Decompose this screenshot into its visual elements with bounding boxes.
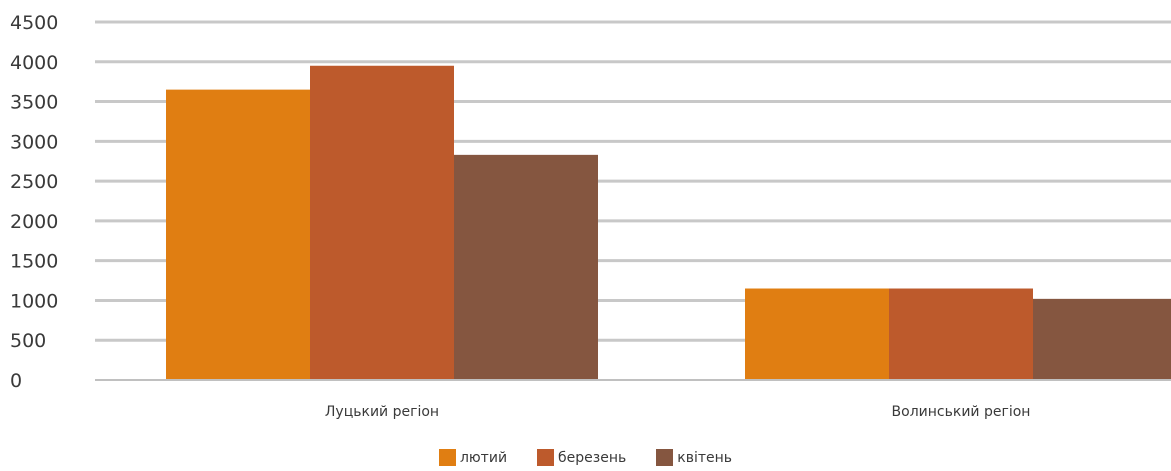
legend-swatch <box>438 449 456 466</box>
y-tick-label: 0 <box>10 370 22 392</box>
y-tick-label: 4500 <box>10 12 58 34</box>
bar <box>166 89 310 380</box>
x-category-label: Луцький регіон <box>325 404 439 420</box>
legend-item: квітень <box>656 449 732 466</box>
y-tick-label: 4000 <box>10 52 58 74</box>
legend-label: квітень <box>677 449 733 466</box>
y-tick-label: 3000 <box>10 131 58 153</box>
x-axis-categories: Луцький регіон Волинський регіон <box>325 404 1031 420</box>
bar-chart: 0 500 1000 1500 2000 2500 3000 3500 4000 4500 Луц… <box>10 12 1171 420</box>
bar <box>889 288 1033 380</box>
legend-label: березень <box>558 449 627 466</box>
bar <box>310 65 454 380</box>
y-tick-label: 500 <box>10 330 46 352</box>
bar <box>454 154 598 380</box>
legend: лютий березень квітень <box>0 449 1171 466</box>
legend-swatch <box>537 449 555 466</box>
y-tick-label: 2500 <box>10 171 58 193</box>
bars <box>166 65 1171 380</box>
legend-item: березень <box>537 449 626 466</box>
bar <box>1033 298 1171 380</box>
y-axis-ticks: 0 500 1000 1500 2000 2500 3000 3500 4000 4500 <box>10 12 58 392</box>
bar <box>745 288 889 380</box>
y-tick-label: 1500 <box>10 251 58 273</box>
x-category-label: Волинський регіон <box>892 404 1031 420</box>
legend-swatch <box>656 449 674 466</box>
y-tick-label: 3500 <box>10 92 58 114</box>
legend-label: лютий <box>459 449 508 466</box>
y-tick-label: 2000 <box>10 211 58 233</box>
y-tick-label: 1000 <box>10 290 58 312</box>
legend-item: лютий <box>438 449 508 466</box>
